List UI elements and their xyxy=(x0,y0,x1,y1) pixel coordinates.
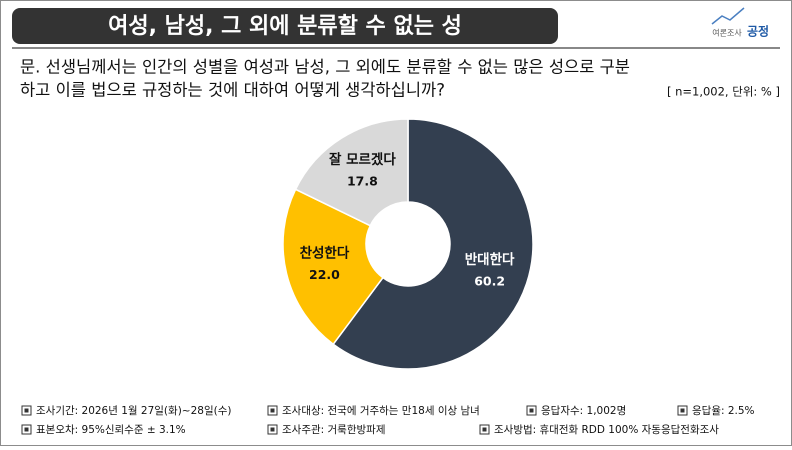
bullet-fill xyxy=(270,408,275,413)
chart-title: 여성, 남성, 그 외에 분류할 수 없는 성 xyxy=(108,14,462,39)
question-line: 하고 이를 법으로 규정하는 것에 대하여 어떻게 생각하십니까? xyxy=(20,81,445,100)
logo-icon xyxy=(711,7,745,25)
footer-item: 응답자수: 1,002명 xyxy=(541,405,626,417)
bullet-fill xyxy=(529,408,534,413)
data-label: 60.2 xyxy=(474,274,505,289)
footer-item: 조사기간: 2026년 1월 27일(화)~28일(수) xyxy=(36,404,231,417)
slice-label: 찬성한다 xyxy=(300,244,350,261)
donut-slice xyxy=(332,118,534,370)
donut-slice xyxy=(294,118,409,227)
donut-slice xyxy=(282,188,384,346)
question-line: 문. 선생님께서는 인간의 성별을 여성과 남성, 그 외에도 분류할 수 없는… xyxy=(20,58,630,77)
bullet-fill xyxy=(24,408,29,413)
footer-item: 표본오차: 95%신뢰수준 ± 3.1% xyxy=(36,424,186,436)
logo-name: 공정 xyxy=(747,24,769,39)
footer-item: 조사대상: 전국에 거주하는 만18세 이상 남녀 xyxy=(282,404,480,417)
title-bar xyxy=(12,8,558,44)
footer-item: 응답율: 2.5% xyxy=(692,405,755,417)
data-label: 17.8 xyxy=(347,174,378,189)
bullet-fill xyxy=(270,427,275,432)
footer-item: 조사방법: 휴대전화 RDD 100% 자동응답전화조사 xyxy=(494,424,719,436)
sample-note: [ n=1,002, 단위: % ] xyxy=(667,85,780,99)
footer-item: 조사주관: 거룩한방파제 xyxy=(282,424,385,436)
bullet-fill xyxy=(680,408,685,413)
slice-label: 반대한다 xyxy=(465,251,515,268)
data-label: 22.0 xyxy=(309,267,340,282)
logo-small: 여론조사 xyxy=(712,28,742,38)
footer: 조사기간: 2026년 1월 27일(화)~28일(수) 조사대상: 전국에 거주… xyxy=(21,404,755,436)
slice-label: 잘 모르겠다 xyxy=(329,151,396,168)
bullet-fill xyxy=(24,427,29,432)
bullet-fill xyxy=(482,427,487,432)
